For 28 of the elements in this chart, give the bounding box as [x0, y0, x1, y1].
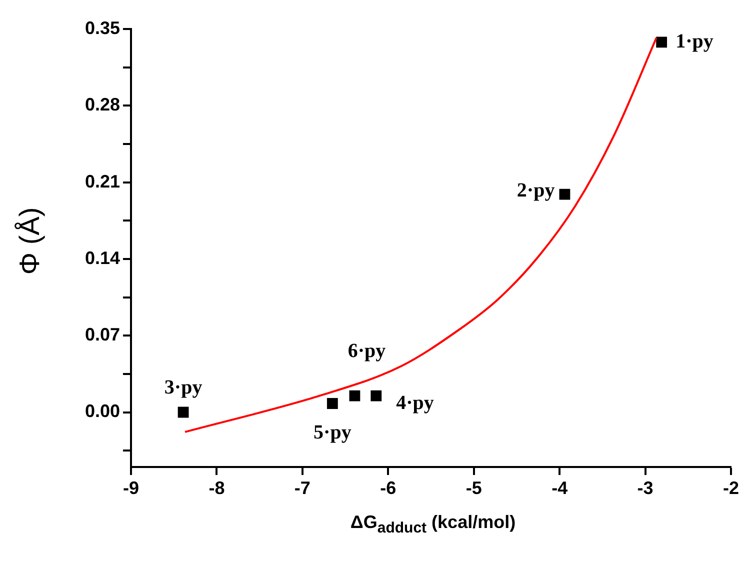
annotation: 6·py: [348, 340, 386, 362]
point: [178, 406, 189, 418]
x-tick-label: -8: [208, 478, 225, 498]
annotation: 4·py: [396, 392, 434, 414]
x-tick-label: -4: [552, 478, 568, 498]
y-tick-label: 0.21: [84, 171, 120, 192]
annotation: 5·py: [314, 422, 352, 444]
point: [349, 390, 360, 402]
x-tick-label: -2: [722, 478, 740, 498]
y-tick-label: 0.07: [84, 324, 120, 345]
point: [370, 390, 382, 402]
x-axis-title: ΔG$_{adduct}$ (kcal/mol): [349, 512, 517, 537]
annotation: 1·py: [676, 30, 714, 52]
x-tick-label: -9: [122, 478, 140, 498]
x-tick-label: -5: [466, 478, 482, 498]
annotation: 2·py: [516, 180, 555, 202]
point: [326, 398, 338, 409]
x-tick-label: -3: [637, 478, 654, 498]
x-tick-label: -6: [380, 478, 396, 498]
x-tick-label: -7: [294, 478, 310, 498]
y-tick-label: 0.28: [84, 94, 120, 115]
point: [656, 36, 668, 48]
point: [559, 188, 570, 200]
y-tick-label: 0.14: [84, 248, 120, 268]
annotation: 3·py: [164, 376, 202, 398]
y-tick-label: 0.00: [84, 401, 120, 422]
y-axis-title: Φ (Å): [14, 206, 46, 277]
y-tick-label: 0.35: [84, 18, 120, 38]
